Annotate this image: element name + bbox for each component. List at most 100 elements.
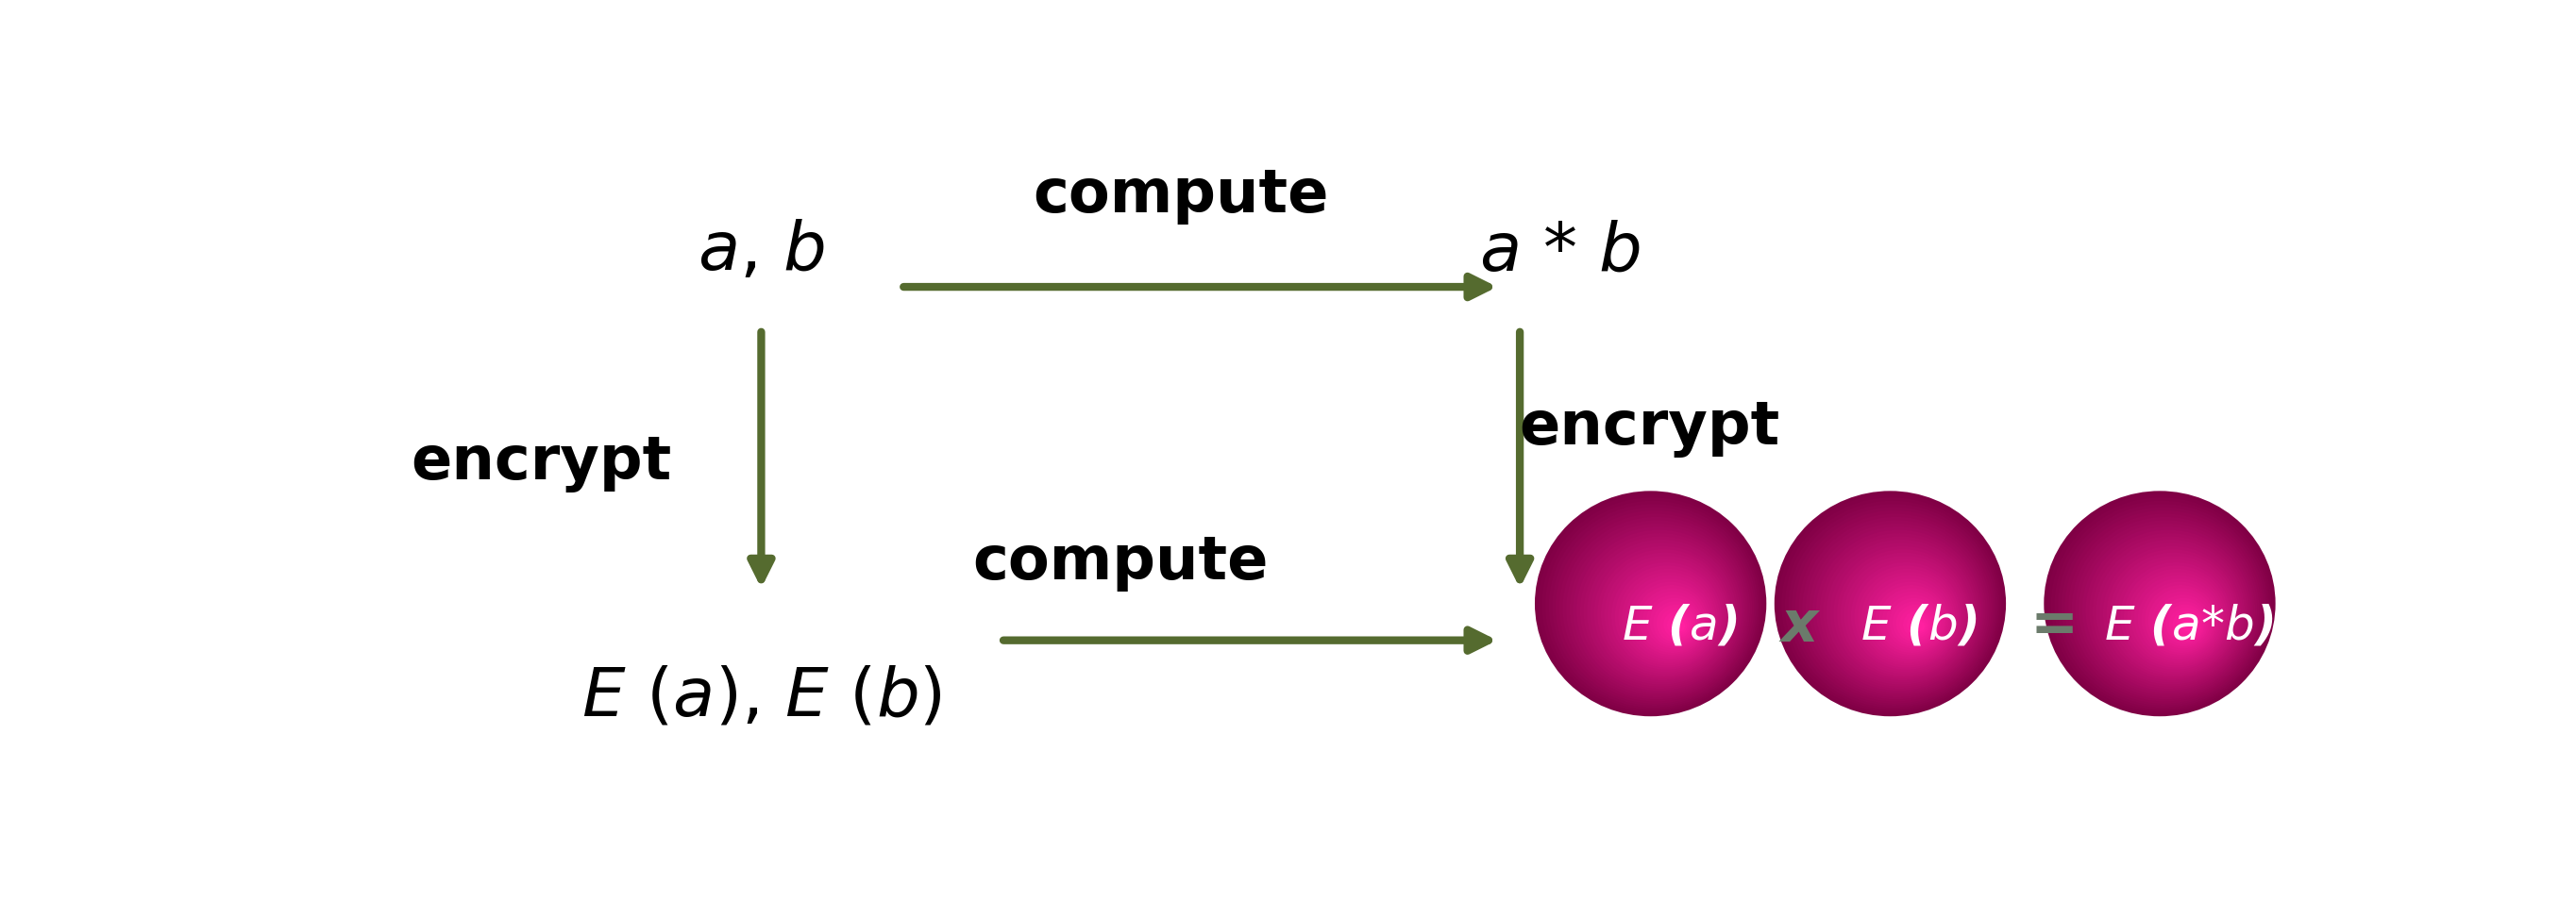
Ellipse shape	[1873, 582, 1950, 657]
Text: encrypt: encrypt	[412, 434, 672, 493]
Ellipse shape	[2130, 572, 2226, 664]
Ellipse shape	[2053, 500, 2269, 710]
Ellipse shape	[1855, 565, 1960, 667]
Ellipse shape	[1656, 604, 1695, 643]
Ellipse shape	[1574, 527, 1744, 693]
Ellipse shape	[1595, 546, 1731, 680]
Ellipse shape	[2146, 585, 2218, 655]
Ellipse shape	[1615, 565, 1721, 667]
Ellipse shape	[2089, 533, 2249, 688]
Ellipse shape	[1667, 614, 1690, 636]
Ellipse shape	[1636, 585, 1708, 655]
Ellipse shape	[1829, 543, 1973, 682]
Ellipse shape	[1865, 576, 1953, 661]
Ellipse shape	[1886, 595, 1942, 649]
Ellipse shape	[2071, 517, 2259, 700]
Ellipse shape	[1674, 621, 1685, 632]
Ellipse shape	[2087, 530, 2251, 691]
Ellipse shape	[1584, 536, 1739, 687]
Ellipse shape	[1664, 610, 1692, 638]
Ellipse shape	[2069, 513, 2262, 701]
Text: x: x	[1780, 599, 1819, 654]
Ellipse shape	[1803, 517, 1989, 700]
Ellipse shape	[1600, 553, 1728, 677]
Ellipse shape	[1847, 559, 1963, 672]
Text: $\mathbf{\mathit{E}}$ ($\mathbf{\mathit{b}}$): $\mathbf{\mathit{E}}$ ($\mathbf{\mathit{…	[1860, 603, 1978, 649]
Ellipse shape	[1643, 591, 1703, 651]
Text: =: =	[2030, 599, 2079, 654]
Ellipse shape	[1607, 559, 1723, 672]
Ellipse shape	[1669, 617, 1687, 634]
Ellipse shape	[2182, 621, 2195, 632]
Ellipse shape	[1556, 510, 1754, 703]
Ellipse shape	[2107, 549, 2239, 678]
Ellipse shape	[2128, 568, 2226, 666]
Ellipse shape	[1819, 533, 1978, 688]
Ellipse shape	[2112, 555, 2236, 674]
Ellipse shape	[1623, 572, 1716, 664]
Ellipse shape	[1605, 555, 1726, 674]
Ellipse shape	[2048, 494, 2275, 714]
Ellipse shape	[1569, 523, 1747, 695]
Ellipse shape	[2156, 595, 2210, 649]
Text: $\mathbf{\mathit{E}}$ ($\mathbf{\mathit{a}}$), $\mathbf{\mathit{E}}$ ($\mathbf{\: $\mathbf{\mathit{E}}$ ($\mathbf{\mathit{…	[582, 665, 940, 730]
Ellipse shape	[2092, 536, 2246, 687]
Ellipse shape	[1888, 598, 1940, 646]
Ellipse shape	[1654, 601, 1698, 644]
Ellipse shape	[2177, 614, 2197, 636]
Ellipse shape	[2159, 598, 2208, 646]
Ellipse shape	[2133, 576, 2223, 661]
Ellipse shape	[1546, 500, 1759, 710]
Ellipse shape	[2050, 498, 2272, 712]
Ellipse shape	[1834, 546, 1971, 680]
Ellipse shape	[1638, 588, 1705, 653]
Text: $\mathbf{\mathit{a}}$, $\mathbf{\mathit{b}}$: $\mathbf{\mathit{a}}$, $\mathbf{\mathit{…	[698, 219, 824, 284]
Ellipse shape	[2061, 507, 2264, 706]
Ellipse shape	[1899, 608, 1932, 640]
Ellipse shape	[1553, 507, 1757, 706]
Ellipse shape	[1633, 582, 1710, 657]
Ellipse shape	[1906, 614, 1929, 636]
Ellipse shape	[2079, 523, 2254, 695]
Ellipse shape	[2172, 610, 2200, 638]
Ellipse shape	[1625, 576, 1713, 661]
Ellipse shape	[1896, 604, 1935, 643]
Ellipse shape	[1543, 498, 1762, 712]
Ellipse shape	[1893, 601, 1937, 644]
Ellipse shape	[2148, 588, 2215, 653]
Ellipse shape	[1839, 553, 1968, 677]
Ellipse shape	[1788, 504, 1999, 708]
Ellipse shape	[2166, 604, 2205, 643]
Ellipse shape	[2120, 562, 2231, 670]
Ellipse shape	[1646, 595, 1703, 649]
Ellipse shape	[2138, 578, 2221, 659]
Text: compute: compute	[1033, 166, 1329, 224]
Ellipse shape	[1628, 578, 1710, 659]
Ellipse shape	[1816, 530, 1981, 691]
Ellipse shape	[1837, 549, 1971, 678]
Ellipse shape	[2169, 608, 2202, 640]
Ellipse shape	[1826, 540, 1976, 685]
Ellipse shape	[1883, 591, 1942, 651]
Ellipse shape	[2076, 521, 2257, 698]
Ellipse shape	[1783, 498, 2002, 712]
Ellipse shape	[2066, 510, 2264, 703]
Ellipse shape	[1795, 510, 1994, 703]
Ellipse shape	[1566, 521, 1749, 698]
Ellipse shape	[1844, 555, 1965, 674]
Ellipse shape	[1535, 491, 1767, 716]
Ellipse shape	[1793, 507, 1996, 706]
Ellipse shape	[1909, 617, 1927, 634]
Ellipse shape	[2110, 553, 2236, 677]
Ellipse shape	[1775, 491, 2007, 716]
Ellipse shape	[2043, 491, 2275, 716]
Ellipse shape	[1868, 578, 1950, 659]
Ellipse shape	[1649, 598, 1700, 646]
Ellipse shape	[2099, 543, 2244, 682]
Text: $\mathbf{\mathit{E}}$ ($\mathbf{\mathit{a}}$$\mathbf{\mathit{*}}$$\mathbf{\mathi: $\mathbf{\mathit{E}}$ ($\mathbf{\mathit{…	[2105, 603, 2272, 649]
Ellipse shape	[1824, 536, 1978, 687]
Ellipse shape	[1914, 621, 1924, 632]
Ellipse shape	[1904, 610, 1932, 638]
Ellipse shape	[2097, 540, 2246, 685]
Ellipse shape	[1798, 513, 1991, 701]
